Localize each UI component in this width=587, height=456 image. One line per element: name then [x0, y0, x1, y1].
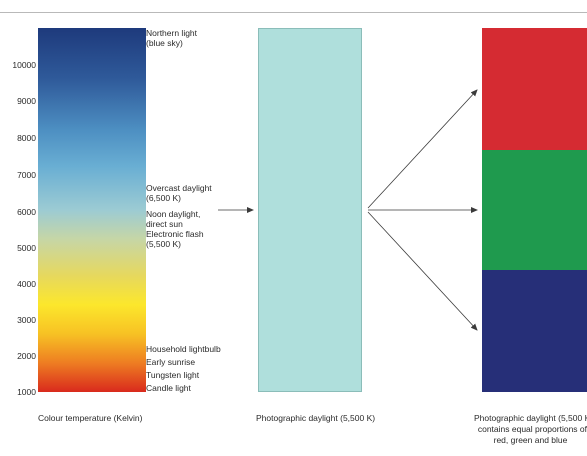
colour-temperature-scale	[38, 28, 146, 392]
tick-7000: 7000	[17, 170, 36, 180]
annotation-early-sunrise: Early sunrise	[146, 357, 196, 367]
annotation-household-lightbulb: Household lightbulb	[146, 344, 221, 354]
green-band	[482, 150, 587, 270]
arrow-to-blue	[367, 211, 478, 331]
red-band	[482, 28, 587, 150]
tick-5000: 5000	[17, 243, 36, 253]
top-rule	[0, 12, 587, 13]
caption-photographic-daylight: Photographic daylight (5,500 K)	[256, 413, 376, 423]
annotation-overcast-daylight: Overcast daylight (6,500 K)	[146, 183, 212, 203]
tick-10000: 10000	[12, 60, 36, 70]
annotation-noon-daylight: Noon daylight, direct sun Electronic fla…	[146, 209, 204, 249]
arrow-to-red	[367, 89, 478, 209]
tick-3000: 3000	[17, 315, 36, 325]
photographic-daylight-box	[258, 28, 362, 392]
tick-9000: 9000	[17, 96, 36, 106]
tick-1000: 1000	[17, 387, 36, 397]
annotation-northern-light: Northern light (blue sky)	[146, 28, 198, 48]
tick-8000: 8000	[17, 133, 36, 143]
caption-rgb: Photographic daylight (5,500 K) contains…	[474, 413, 587, 445]
caption-colour-temperature: Colour temperature (Kelvin)	[38, 413, 143, 423]
blue-band	[482, 270, 587, 392]
tick-6000: 6000	[17, 207, 36, 217]
annotation-candle-light: Candle light	[146, 383, 191, 393]
tick-2000: 2000	[17, 351, 36, 361]
tick-4000: 4000	[17, 279, 36, 289]
annotation-tungsten-light: Tungsten light	[146, 370, 200, 380]
